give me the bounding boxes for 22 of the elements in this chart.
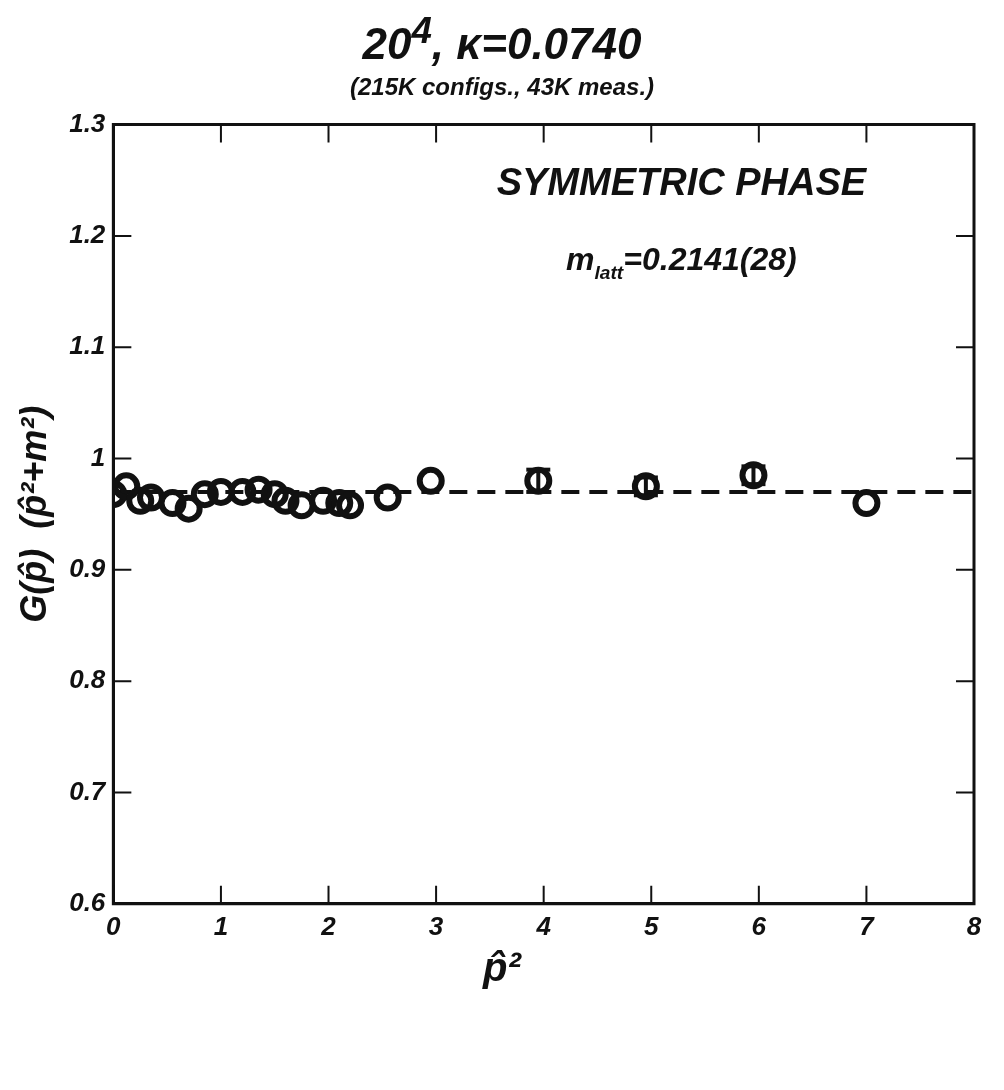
x-axis-title: p̂²	[481, 944, 523, 990]
x-tick-label: 6	[751, 910, 767, 941]
x-tick-label: 1	[213, 910, 229, 941]
x-tick-label: 7	[859, 910, 876, 941]
chart-title: 20$^{4}$, κ=0.0740	[361, 9, 643, 69]
y-tick-label: 1.1	[69, 330, 106, 361]
y-tick-label: 0.8	[69, 664, 106, 694]
chart-subtitle: (215K configs., 43K meas.)	[348, 72, 656, 101]
x-tick-label: 0	[106, 910, 122, 941]
y-tick-label: 1	[90, 441, 106, 472]
annotation: SYMMETRIC PHASE	[496, 160, 868, 203]
y-tick-label: 0.7	[69, 775, 107, 806]
y-tick-label: 1.3	[69, 107, 106, 138]
x-tick-label: 2	[320, 910, 337, 941]
x-tick-label: 3	[428, 910, 444, 941]
y-tick-label: 1.2	[69, 218, 106, 249]
x-tick-label: 4	[535, 910, 552, 941]
x-tick-label: 8	[966, 910, 982, 941]
x-tick-label: 5	[644, 910, 660, 941]
y-tick-label: 0.9	[69, 552, 106, 583]
y-axis-title: G(p̂) (p̂²+m²)	[12, 405, 54, 623]
y-tick-label: 0.6	[69, 886, 106, 917]
